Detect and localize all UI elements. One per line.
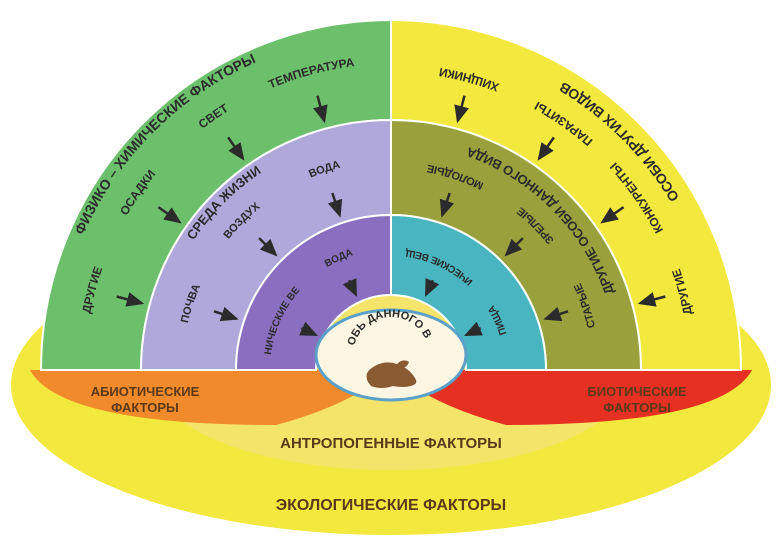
eco-label: ЭКОЛОГИЧЕСКИЕ ФАКТОРЫ: [276, 497, 506, 514]
biotic-label-2: ФАКТОРЫ: [603, 400, 671, 415]
anthro-label: АНТРОПОГЕННЫЕ ФАКТОРЫ: [280, 435, 502, 452]
abiotic-label-1: АБИОТИЧЕСКИЕ: [91, 384, 200, 399]
abiotic-label-2: ФАКТОРЫ: [111, 400, 179, 415]
biotic-label-1: БИОТИЧЕСКИЕ: [587, 384, 687, 399]
